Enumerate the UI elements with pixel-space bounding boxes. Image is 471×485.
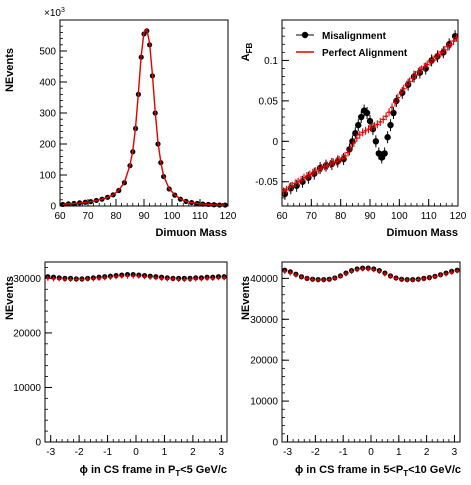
x-axis-label: ϕ in CS frame in PT<5 GeV/c [80,464,227,478]
x-axis-label: ϕ in CS frame in 5<PT<10 GeV/c [295,464,461,478]
y-tick-label: 20000 [13,328,41,339]
x-tick-label: -3 [46,447,55,458]
x-tick-label: 120 [220,211,237,222]
x-tick-label: 60 [54,211,66,222]
x-tick-label: 3 [452,447,458,458]
y-tick-label: 300 [39,109,56,120]
x-tick-label: 100 [391,211,408,222]
data-point-misalignment [366,117,374,125]
plot-frame [59,19,229,207]
x-tick-label: -1 [103,447,112,458]
data-point-misalignment [416,69,424,76]
data-point-misalignment [387,121,394,129]
legend-misalignment-marker [301,31,309,39]
x-tick-label: 120 [450,211,467,222]
y-tick-label: 100 [39,171,56,182]
legend-misalignment-label: Misalignment [322,31,387,42]
legend: Misalignment Perfect Alignment [296,31,408,59]
fit-curve [62,27,226,206]
y-tick-label: 40000 [250,274,278,285]
x-tick-label: -3 [283,447,292,458]
data-point-misalignment [363,109,371,117]
x-tick-label: 2 [190,447,196,458]
y-tick-label: 30000 [13,274,41,285]
y-axis-label: NEvents [4,48,16,92]
plot-frame [44,261,228,443]
x-tick-label: 0 [133,447,139,458]
x-tick-label: 80 [335,211,347,222]
x-tick-label: -2 [75,447,84,458]
y-tick-label: 500 [39,47,56,58]
data-point-misalignment [60,201,66,208]
legend-perfect-label: Perfect Alignment [322,48,408,59]
data-point-misalignment [384,134,391,141]
x-tick-label: 90 [364,211,376,222]
panel-phi-low-pt: NEvents ϕ in CS frame in PT<5 GeV/c -3 -2… [4,261,228,478]
x-tick-label: 80 [110,211,122,222]
x-tick-label: -1 [339,447,348,458]
plot-frame [281,261,461,443]
y-tick-label: 20000 [250,356,278,367]
x-tick-label: -2 [311,447,320,458]
y-tick-label: 0 [50,202,56,213]
y-axis-label: NEvents [4,276,16,320]
data-point-misalignment [340,155,347,163]
y-tick-label: 0 [35,438,41,449]
x-tick-label: 110 [192,211,208,222]
y-tick-label: 0.05 [259,96,279,107]
x-tick-label: 2 [424,447,430,458]
x-tick-label: 110 [421,211,437,222]
data-point-misalignment [390,109,397,117]
x-tick-label: 70 [82,211,94,222]
x-tick-label: 60 [276,211,288,222]
x-axis-label: Dimuon Mass [386,227,458,239]
x-tick-label: 1 [162,447,168,458]
y-tick-label: 10000 [13,383,41,394]
x-tick-label: 0 [368,447,374,458]
panel-mass-distribution: NEvents ×103 Dimuon Mass 60 70 80 90 100 110 1… [4,7,237,239]
x-tick-label: 100 [164,211,181,222]
data-point-misalignment [355,121,362,129]
x-axis-label: Dimuon Mass [155,227,227,239]
y-tick-label: 0 [272,137,278,148]
data-point-misalignment [372,138,380,145]
x-tick-label: 90 [138,211,150,222]
y-tick-label: 0 [272,438,278,449]
y-axis-exponent: ×103 [44,7,65,19]
data-point-misalignment [352,130,359,137]
x-tick-label: 3 [219,447,225,458]
y-axis-label: AFB [240,42,254,61]
y-tick-label: 200 [39,140,56,151]
panel-phi-mid-pt: NEvents ϕ in CS frame in 5<PT<10 GeV/c -… [240,261,461,478]
y-tick-label: -0.05 [255,177,278,188]
y-tick-label: 400 [39,78,56,89]
panel-afb: AFB Dimuon Mass Misalignment Perfect Ali… [240,19,467,239]
y-tick-label: 10000 [250,397,278,408]
y-tick-label: 30000 [250,315,278,326]
data-point-misalignment [358,113,365,121]
data-point-misalignment [381,150,388,157]
y-axis-label: NEvents [240,276,252,320]
x-tick-label: 70 [306,211,318,222]
y-tick-label: 0.1 [264,56,278,67]
x-tick-label: 1 [396,447,402,458]
